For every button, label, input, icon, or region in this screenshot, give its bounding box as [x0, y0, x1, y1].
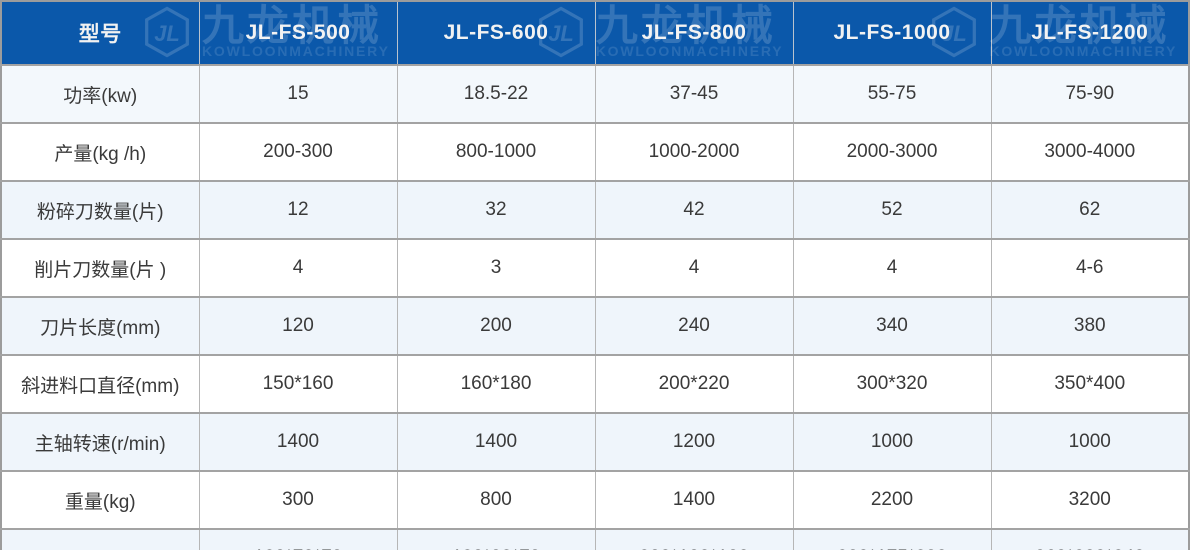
spec-cell: 15: [198, 64, 397, 123]
spec-cell: 3: [396, 238, 595, 297]
model-header-jl-fs-1200: JL-FS-1200: [990, 1, 1189, 65]
model-header-jl-fs-600: JL-FS-600: [396, 1, 595, 65]
row-label: 主轴转速(r/min): [1, 412, 199, 471]
spec-cell: 4: [792, 238, 991, 297]
row-label: 产量(kg /h): [1, 122, 199, 181]
model-header-jl-fs-800: JL-FS-800: [594, 1, 793, 65]
spec-cell: 350*400: [990, 354, 1189, 413]
header-row: 型号 JL-FS-500 JL-FS-600 JL-FS-800 JL-FS-1…: [1, 1, 1189, 65]
spec-cell: 300*320: [792, 354, 991, 413]
table-row-dimensions: 尺寸(cm) 120*70*73 130*98*73 200*100*130 2…: [1, 528, 1189, 550]
model-column-header: 型号: [1, 1, 199, 65]
spec-cell: 120: [198, 296, 397, 355]
spec-cell: 260*200*240: [990, 528, 1189, 550]
table-row-blade-length: 刀片长度(mm) 120 200 240 340 380: [1, 296, 1189, 355]
row-label: 刀片长度(mm): [1, 296, 199, 355]
spec-cell: 75-90: [990, 64, 1189, 123]
spec-cell: 120*70*73: [198, 528, 397, 550]
spec-cell: 160*180: [396, 354, 595, 413]
spec-cell: 1400: [396, 412, 595, 471]
spec-cell: 3200: [990, 470, 1189, 529]
spec-cell: 2000-3000: [792, 122, 991, 181]
spec-table-body: 功率(kw) 15 18.5-22 37-45 55-75 75-90 产量(k…: [1, 64, 1189, 550]
spec-cell: 800-1000: [396, 122, 595, 181]
spec-cell: 4-6: [990, 238, 1189, 297]
row-label: 斜进料口直径(mm): [1, 354, 199, 413]
spec-cell: 300: [198, 470, 397, 529]
spec-cell: 12: [198, 180, 397, 239]
spec-cell: 4: [594, 238, 793, 297]
spec-cell: 1000-2000: [594, 122, 793, 181]
spec-cell: 62: [990, 180, 1189, 239]
spec-cell: 200*100*130: [594, 528, 793, 550]
row-label: 尺寸(cm): [1, 528, 199, 550]
row-label: 粉碎刀数量(片): [1, 180, 199, 239]
spec-cell: 200-300: [198, 122, 397, 181]
row-label: 功率(kw): [1, 64, 199, 123]
table-row-power: 功率(kw) 15 18.5-22 37-45 55-75 75-90: [1, 64, 1189, 123]
spec-cell: 150*160: [198, 354, 397, 413]
spec-cell: 52: [792, 180, 991, 239]
table-row-crusher-blades: 粉碎刀数量(片) 12 32 42 52 62: [1, 180, 1189, 239]
spec-cell: 18.5-22: [396, 64, 595, 123]
spec-cell: 1200: [594, 412, 793, 471]
table-row-inlet-diameter: 斜进料口直径(mm) 150*160 160*180 200*220 300*3…: [1, 354, 1189, 413]
spec-cell: 42: [594, 180, 793, 239]
spec-cell: 130*98*73: [396, 528, 595, 550]
spec-cell: 32: [396, 180, 595, 239]
spec-cell: 1400: [198, 412, 397, 471]
spec-cell: 1000: [792, 412, 991, 471]
row-label: 削片刀数量(片 ): [1, 238, 199, 297]
table-row-spindle-speed: 主轴转速(r/min) 1400 1400 1200 1000 1000: [1, 412, 1189, 471]
spec-cell: 800: [396, 470, 595, 529]
spec-cell: 380: [990, 296, 1189, 355]
row-label: 重量(kg): [1, 470, 199, 529]
spec-cell: 1000: [990, 412, 1189, 471]
spec-cell: 3000-4000: [990, 122, 1189, 181]
spec-cell: 37-45: [594, 64, 793, 123]
spec-cell: 55-75: [792, 64, 991, 123]
table-row-weight: 重量(kg) 300 800 1400 2200 3200: [1, 470, 1189, 529]
spec-cell: 200: [396, 296, 595, 355]
spec-cell: 200*220: [594, 354, 793, 413]
spec-cell: 240: [594, 296, 793, 355]
table-row-capacity: 产量(kg /h) 200-300 800-1000 1000-2000 200…: [1, 122, 1189, 181]
spec-cell: 340: [792, 296, 991, 355]
spec-table-header: 型号 JL-FS-500 JL-FS-600 JL-FS-800 JL-FS-1…: [1, 1, 1189, 65]
spec-cell: 230*175*230: [792, 528, 991, 550]
table-row-chipper-blades: 削片刀数量(片 ) 4 3 4 4 4-6: [1, 238, 1189, 297]
model-header-jl-fs-500: JL-FS-500: [198, 1, 397, 65]
model-header-jl-fs-1000: JL-FS-1000: [792, 1, 991, 65]
spec-cell: 1400: [594, 470, 793, 529]
spec-cell: 4: [198, 238, 397, 297]
spec-cell: 2200: [792, 470, 991, 529]
